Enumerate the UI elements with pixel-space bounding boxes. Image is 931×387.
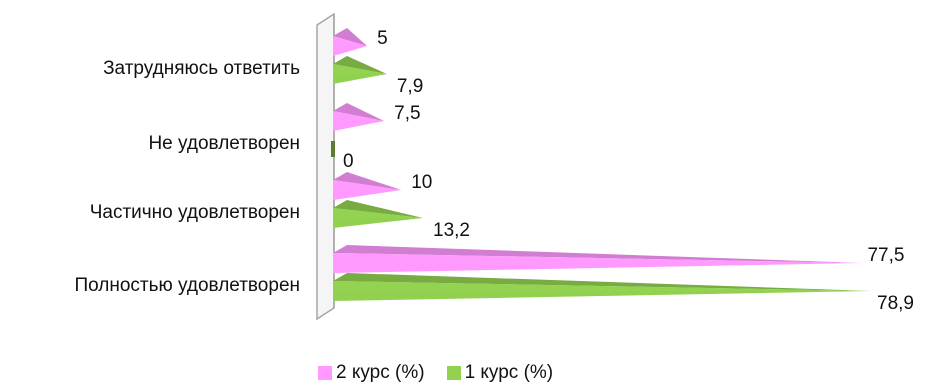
bar-front-face [333, 111, 385, 131]
value-label-s0-c0: 5 [377, 28, 388, 49]
bar-top-face [333, 56, 387, 74]
legend-item-series-0: 2 курс (%) [318, 362, 425, 384]
legend-swatch-series-1 [446, 366, 461, 380]
bar-highlight [333, 180, 402, 190]
value-label-s0-c2: 10 [411, 172, 432, 193]
legend-item-series-1: 1 курс (%) [446, 362, 554, 384]
bar-top-face [333, 103, 385, 121]
bar-highlight [333, 208, 424, 218]
category-label-2: Частично удовлетворен [90, 202, 300, 223]
bar-highlight [333, 281, 871, 291]
bar-top-face [333, 172, 402, 190]
bar-top-face [333, 245, 862, 263]
bar-highlight [333, 253, 862, 263]
axis-wall-side [316, 12, 335, 321]
value-label-s0-c1: 7,5 [394, 103, 420, 124]
category-labels: Затрудняюсь ответить Не удовлетворен Части… [74, 58, 300, 296]
bar-s1-c1 [331, 141, 335, 157]
bar-s1-c0 [333, 56, 387, 84]
legend-swatch-series-0 [318, 366, 332, 380]
value-label-s1-c3: 78,9 [877, 293, 914, 314]
bar-s0-c2 [333, 172, 402, 200]
bar-front-face [333, 208, 424, 228]
bar-s0-c0 [333, 28, 368, 56]
bar-s1-c3 [333, 273, 871, 301]
bar-front-face [333, 281, 871, 301]
value-label-s1-c0: 7,9 [397, 76, 423, 97]
legend: 2 курс (%) 1 курс (%) [318, 362, 553, 384]
category-label-0: Затрудняюсь ответить [103, 58, 300, 79]
bar-s0-c1 [333, 103, 385, 131]
category-label-3: Полностью удовлетворен [74, 275, 300, 296]
bar-s0-c3 [333, 245, 862, 273]
axis-wall [316, 12, 335, 321]
legend-label-series-1: 1 курс (%) [464, 362, 554, 383]
value-label-s1-c2: 13,2 [433, 220, 470, 241]
bar-front-face [333, 36, 368, 56]
bar-highlight [333, 64, 387, 74]
bar-highlight [333, 36, 368, 46]
value-label-s0-c3: 77,5 [867, 245, 904, 266]
bar-front-face [333, 253, 862, 273]
legend-label-series-0: 2 курс (%) [336, 362, 425, 383]
bar-front-face [333, 180, 402, 200]
bar-top-face [333, 28, 368, 46]
bar-highlight [333, 111, 385, 121]
value-labels: 5 7,5 10 77,5 7,9 0 13,2 78,9 [343, 28, 914, 314]
value-label-s1-c1: 0 [343, 151, 354, 172]
bar-zero-stub [331, 141, 335, 157]
bar-top-face [333, 273, 871, 291]
bar-s1-c2 [333, 200, 424, 228]
bar-top-face [333, 200, 424, 218]
bars [331, 28, 871, 301]
bar-front-face [333, 64, 387, 84]
category-label-1: Не удовлетворен [148, 133, 300, 154]
